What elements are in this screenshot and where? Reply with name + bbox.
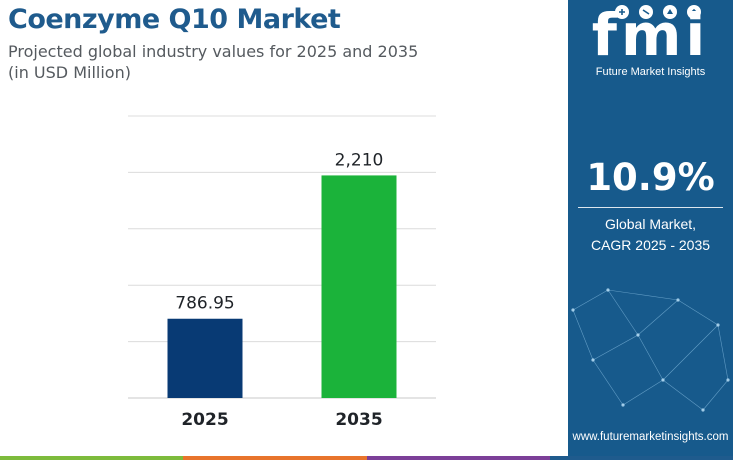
logo-icons [615,5,701,19]
bar-chart: 786.95 2025 2,210 2035 [128,115,436,430]
sidebar-panel: fmi Future Market Insights 10.9% Global … [568,0,733,456]
network-decoration [571,288,730,412]
tick-label-2025: 2025 [181,410,228,430]
subtitle-line-2: (in USD Million) [8,63,131,82]
tick-label-2035: 2035 [335,410,382,430]
cagr-value: 10.9% [586,156,715,199]
fmi-logo: fmi [591,1,710,69]
strip-segment-green [0,456,184,460]
logo-text: Future Market Insights [595,66,706,78]
bar-2035 [321,175,397,398]
strip-segment-purple [366,456,550,460]
strip-segment-orange [183,456,367,460]
strip-segment-blue [549,456,733,460]
cagr-divider [578,207,723,208]
bottom-color-strip [0,456,733,460]
cagr-label-line-2: CAGR 2025 - 2035 [590,237,711,253]
subtitle-line-1: Projected global industry values for 202… [8,42,419,61]
chart-subtitle: Projected global industry values for 202… [8,41,418,83]
cagr-label-line-1: Global Market, [604,216,697,232]
website-link[interactable]: www.futuremarketinsights.com [572,431,729,443]
bar-2025 [167,318,243,398]
cagr-label: Global Market, CAGR 2025 - 2035 [568,214,733,256]
data-label-2035: 2,210 [335,150,384,170]
chart-title: Coenzyme Q10 Market [8,4,341,35]
data-label-2025: 786.95 [175,294,234,314]
chart-panel: Coenzyme Q10 Market Projected global ind… [8,4,436,430]
